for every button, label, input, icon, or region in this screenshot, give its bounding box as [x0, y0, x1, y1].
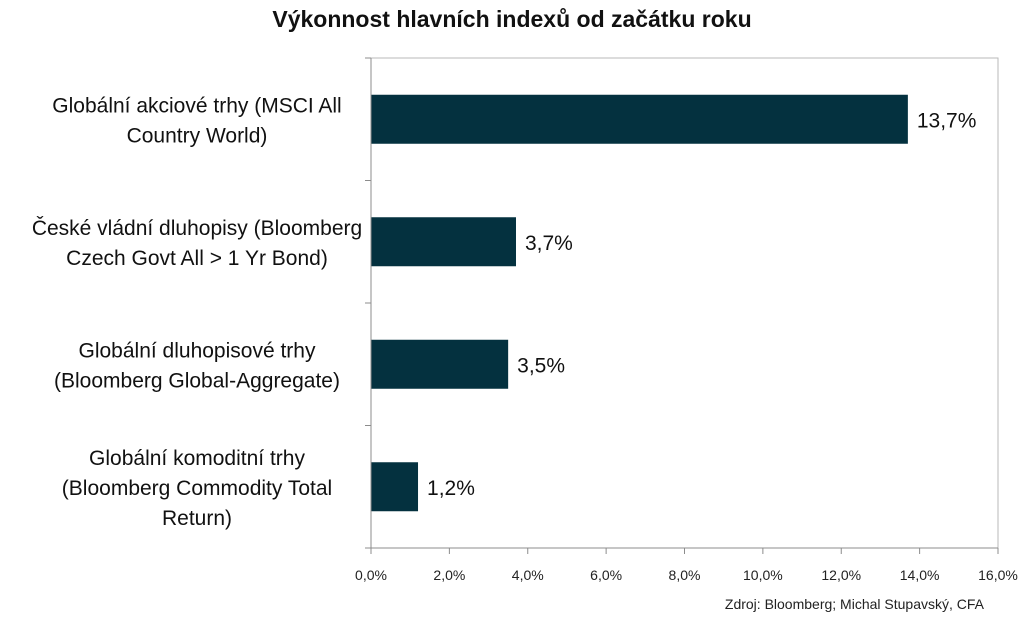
label-layer: 13,7% Globální akciové trhy (MSCI All Coun…: [32, 94, 977, 530]
bar-value-label: 3,7%: [525, 232, 573, 255]
bar-value-label: 3,5%: [517, 354, 565, 377]
category-label: Globální dluhopisové trhy (Bloomberg Glob…: [54, 339, 340, 392]
x-tick-label: 8,0%: [669, 567, 701, 583]
bar: [371, 462, 419, 512]
x-tick-label: 4,0%: [512, 567, 544, 583]
category-label: České vládní dluhopisy (Bloomberg Czech G…: [32, 217, 362, 270]
x-tick-label: 2,0%: [433, 567, 465, 583]
bars-layer: [371, 94, 908, 512]
x-tick-label: 14,0%: [900, 567, 940, 583]
bar: [371, 94, 908, 144]
x-tick-label: 6,0%: [590, 567, 622, 583]
axis-layer: 0,0% 2,0% 4,0% 6,0% 8,0% 10,0% 12,0% 14,0% 16,0%: [355, 57, 1018, 583]
x-tick-label: 0,0%: [355, 567, 387, 583]
bar-value-label: 1,2%: [427, 477, 475, 500]
bar: [371, 339, 509, 389]
x-tick-label: 12,0%: [821, 567, 861, 583]
bar: [371, 217, 516, 267]
category-label: Globální akciové trhy (MSCI All Country W…: [52, 94, 341, 147]
x-tick-label: 10,0%: [743, 567, 783, 583]
bar-value-label: 13,7%: [917, 109, 977, 132]
x-tick-label: 16,0%: [978, 567, 1018, 583]
source-note: Zdroj: Bloomberg; Michal Stupavský, CFA: [724, 596, 984, 612]
category-label: Globální komoditní trhy (Bloomberg Commod…: [62, 447, 332, 530]
chart-title: Výkonnost hlavních indexů od začátku rok…: [272, 6, 752, 32]
